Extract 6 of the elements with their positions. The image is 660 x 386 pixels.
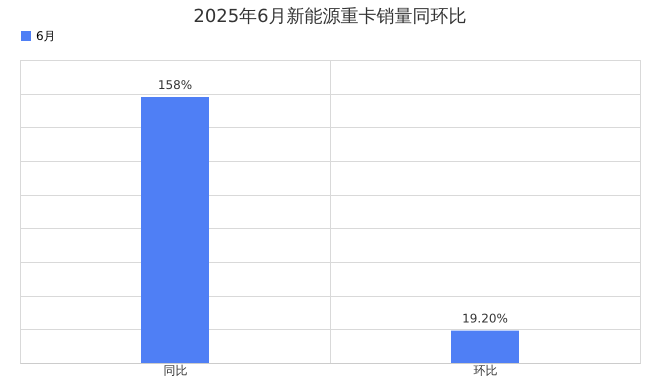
data-label: 158% — [158, 78, 192, 92]
x-tick-label: 环比 — [474, 364, 498, 378]
x-tick-label: 同比 — [164, 364, 188, 378]
chart-title: 2025年6月新能源重卡销量同环比 — [193, 6, 467, 27]
data-label: 19.20% — [462, 312, 508, 326]
legend-label: 6月 — [36, 29, 56, 43]
